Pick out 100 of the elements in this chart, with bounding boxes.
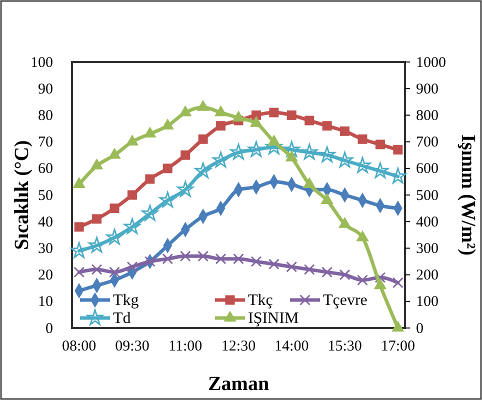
point <box>159 192 176 208</box>
point <box>106 228 123 245</box>
x-tick-label: 08:00 <box>62 338 96 355</box>
point <box>322 266 333 278</box>
point <box>214 105 228 116</box>
point <box>393 145 403 155</box>
point <box>392 277 404 288</box>
x-tick-label: 14:00 <box>274 338 309 355</box>
y-tick-label: 50 <box>38 188 53 204</box>
y-axis-title: Sıcaklık (°C) <box>11 140 33 250</box>
y-tick-label: 0 <box>46 320 53 337</box>
point <box>110 204 120 214</box>
y2-tick-label: 700 <box>416 134 438 151</box>
point <box>74 266 85 278</box>
y-tick-label: 10 <box>38 294 53 310</box>
point <box>109 266 120 278</box>
point <box>74 222 84 232</box>
point <box>318 146 336 162</box>
y2-tick-label: 500 <box>416 188 438 204</box>
y-tick-label: 100 <box>30 54 53 71</box>
point <box>198 250 209 262</box>
point <box>142 204 158 221</box>
point <box>390 168 406 184</box>
y2-tick-label: 400 <box>416 214 438 230</box>
legend-label: Td <box>113 310 131 327</box>
y2-tick-label: 300 <box>416 241 438 257</box>
y2-tick-label: 200 <box>416 268 438 284</box>
point <box>322 121 332 131</box>
y-tick-label: 90 <box>38 81 53 98</box>
y2-tick-label: 0 <box>416 320 424 337</box>
point <box>301 144 318 160</box>
point <box>196 100 210 111</box>
y-tick-label: 70 <box>38 134 53 151</box>
x-tick-label: 17:00 <box>380 338 415 355</box>
point <box>162 253 174 264</box>
point <box>286 261 298 272</box>
point <box>320 192 334 204</box>
point <box>283 141 300 157</box>
x-tick-label: 15:30 <box>328 338 362 355</box>
point <box>304 116 314 126</box>
legend-label: Tkg <box>113 292 139 309</box>
x-axis-title: Zaman <box>208 373 270 395</box>
point <box>90 158 104 170</box>
point <box>357 274 368 286</box>
point <box>302 177 316 188</box>
point <box>88 236 106 253</box>
y2-tick-label: 900 <box>416 81 438 98</box>
y2-tick-label: 800 <box>416 108 438 124</box>
point <box>72 177 86 188</box>
point <box>356 230 369 242</box>
x-tick-label: 11:00 <box>168 338 202 355</box>
point <box>216 121 226 131</box>
point <box>126 261 138 272</box>
point <box>358 134 368 144</box>
point <box>194 162 212 178</box>
point <box>177 181 194 197</box>
point <box>250 116 263 127</box>
point <box>268 258 280 270</box>
y2-tick-label: 1000 <box>416 54 446 71</box>
point <box>70 242 88 258</box>
point <box>144 256 156 267</box>
point <box>145 174 155 184</box>
point <box>108 148 121 159</box>
x-tick-label: 09:30 <box>115 338 150 355</box>
point <box>338 216 352 228</box>
point <box>126 134 139 146</box>
point <box>232 110 245 122</box>
point <box>269 108 279 118</box>
y2-axis-title: Işınım (W/m²) <box>457 134 479 256</box>
point <box>340 126 350 136</box>
point <box>374 278 387 290</box>
y-tick-label: 40 <box>38 214 53 230</box>
point <box>127 190 137 200</box>
point <box>198 134 208 144</box>
legend-label: IŞINIM <box>248 310 299 327</box>
point <box>248 141 264 157</box>
y-tick-label: 30 <box>38 241 53 257</box>
x-tick-label: 12:30 <box>221 338 256 355</box>
y2-tick-label: 100 <box>416 294 438 310</box>
point <box>268 134 280 146</box>
point <box>375 140 385 150</box>
point <box>304 264 315 275</box>
legend-label: Tçevre <box>323 292 368 309</box>
point <box>161 118 174 130</box>
point <box>233 253 244 264</box>
point <box>179 105 192 116</box>
point <box>162 164 172 174</box>
point <box>392 320 404 332</box>
legend-label: Tkç <box>248 292 273 309</box>
point <box>339 269 350 280</box>
point <box>215 253 226 264</box>
point <box>286 110 296 120</box>
point <box>250 256 262 267</box>
y-tick-label: 20 <box>38 268 53 284</box>
point <box>91 264 102 275</box>
point <box>212 152 230 168</box>
y-tick-label: 60 <box>38 161 53 178</box>
point <box>180 250 191 262</box>
point <box>336 152 354 168</box>
point <box>124 218 140 234</box>
